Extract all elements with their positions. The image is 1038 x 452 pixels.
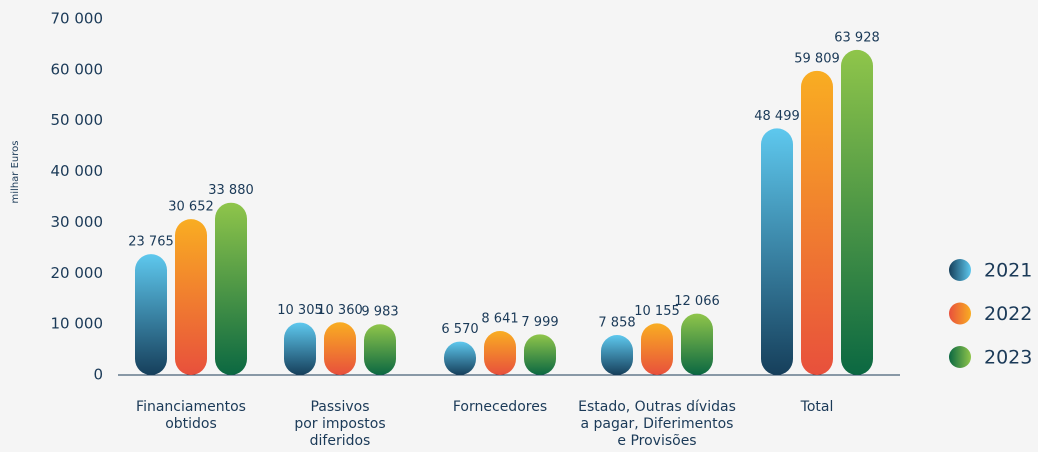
y-tick-label: 30 000 [51, 213, 104, 231]
bar [524, 334, 556, 375]
value-label: 23 765 [128, 235, 174, 250]
bar [601, 335, 633, 375]
value-label: 8 641 [481, 312, 518, 327]
y-tick-label: 70 000 [51, 10, 104, 28]
value-label: 6 570 [441, 322, 478, 337]
value-label: 9 983 [361, 305, 398, 320]
x-tick-label: Fornecedores [453, 399, 547, 415]
legend-label: 2021 [984, 260, 1032, 282]
value-label: 33 880 [208, 183, 254, 198]
legend-marker [949, 259, 971, 281]
x-tick-label: e Provisões [617, 433, 696, 449]
y-tick-label: 20 000 [51, 264, 104, 282]
x-tick-label: por impostos [294, 416, 385, 432]
value-label: 12 066 [674, 294, 720, 309]
bar [761, 128, 793, 375]
legend-marker [949, 302, 971, 325]
y-tick-label: 40 000 [51, 162, 104, 180]
value-label: 10 305 [277, 303, 323, 318]
bar [324, 322, 356, 375]
bar [284, 322, 316, 375]
y-axis-label: milhar Euros [10, 141, 21, 204]
bar [841, 49, 873, 375]
x-tick-label: obtidos [165, 416, 217, 432]
bar [484, 331, 516, 375]
bar [135, 254, 167, 375]
bar [444, 341, 476, 375]
y-tick-label: 10 000 [51, 315, 104, 333]
x-tick-label: diferidos [310, 433, 371, 449]
x-tick-label: Passivos [310, 399, 369, 415]
legend-label: 2022 [984, 303, 1032, 325]
value-label: 59 809 [794, 51, 840, 66]
x-tick-label: Financiamentos [136, 399, 246, 415]
value-label: 7 999 [521, 315, 558, 330]
y-tick-label: 60 000 [51, 60, 104, 78]
x-tick-label: Total [800, 399, 834, 415]
legend-marker [949, 346, 971, 368]
bar [364, 324, 396, 375]
bar [215, 202, 247, 375]
x-tick-label: Estado, Outras dívidas [578, 399, 736, 415]
value-label: 30 652 [168, 200, 214, 215]
value-label: 7 858 [598, 316, 635, 331]
value-label: 63 928 [834, 30, 880, 45]
value-label: 48 499 [754, 109, 800, 124]
legend-label: 2023 [984, 347, 1032, 369]
y-tick-label: 50 000 [51, 111, 104, 129]
value-label: 10 155 [634, 304, 680, 319]
bar [175, 219, 207, 375]
bar [641, 323, 673, 375]
x-tick-label: a pagar, Diferimentos [581, 416, 734, 432]
value-label: 10 360 [317, 303, 363, 318]
bar [681, 313, 713, 375]
bar [801, 70, 833, 375]
y-tick-label: 0 [93, 366, 103, 384]
